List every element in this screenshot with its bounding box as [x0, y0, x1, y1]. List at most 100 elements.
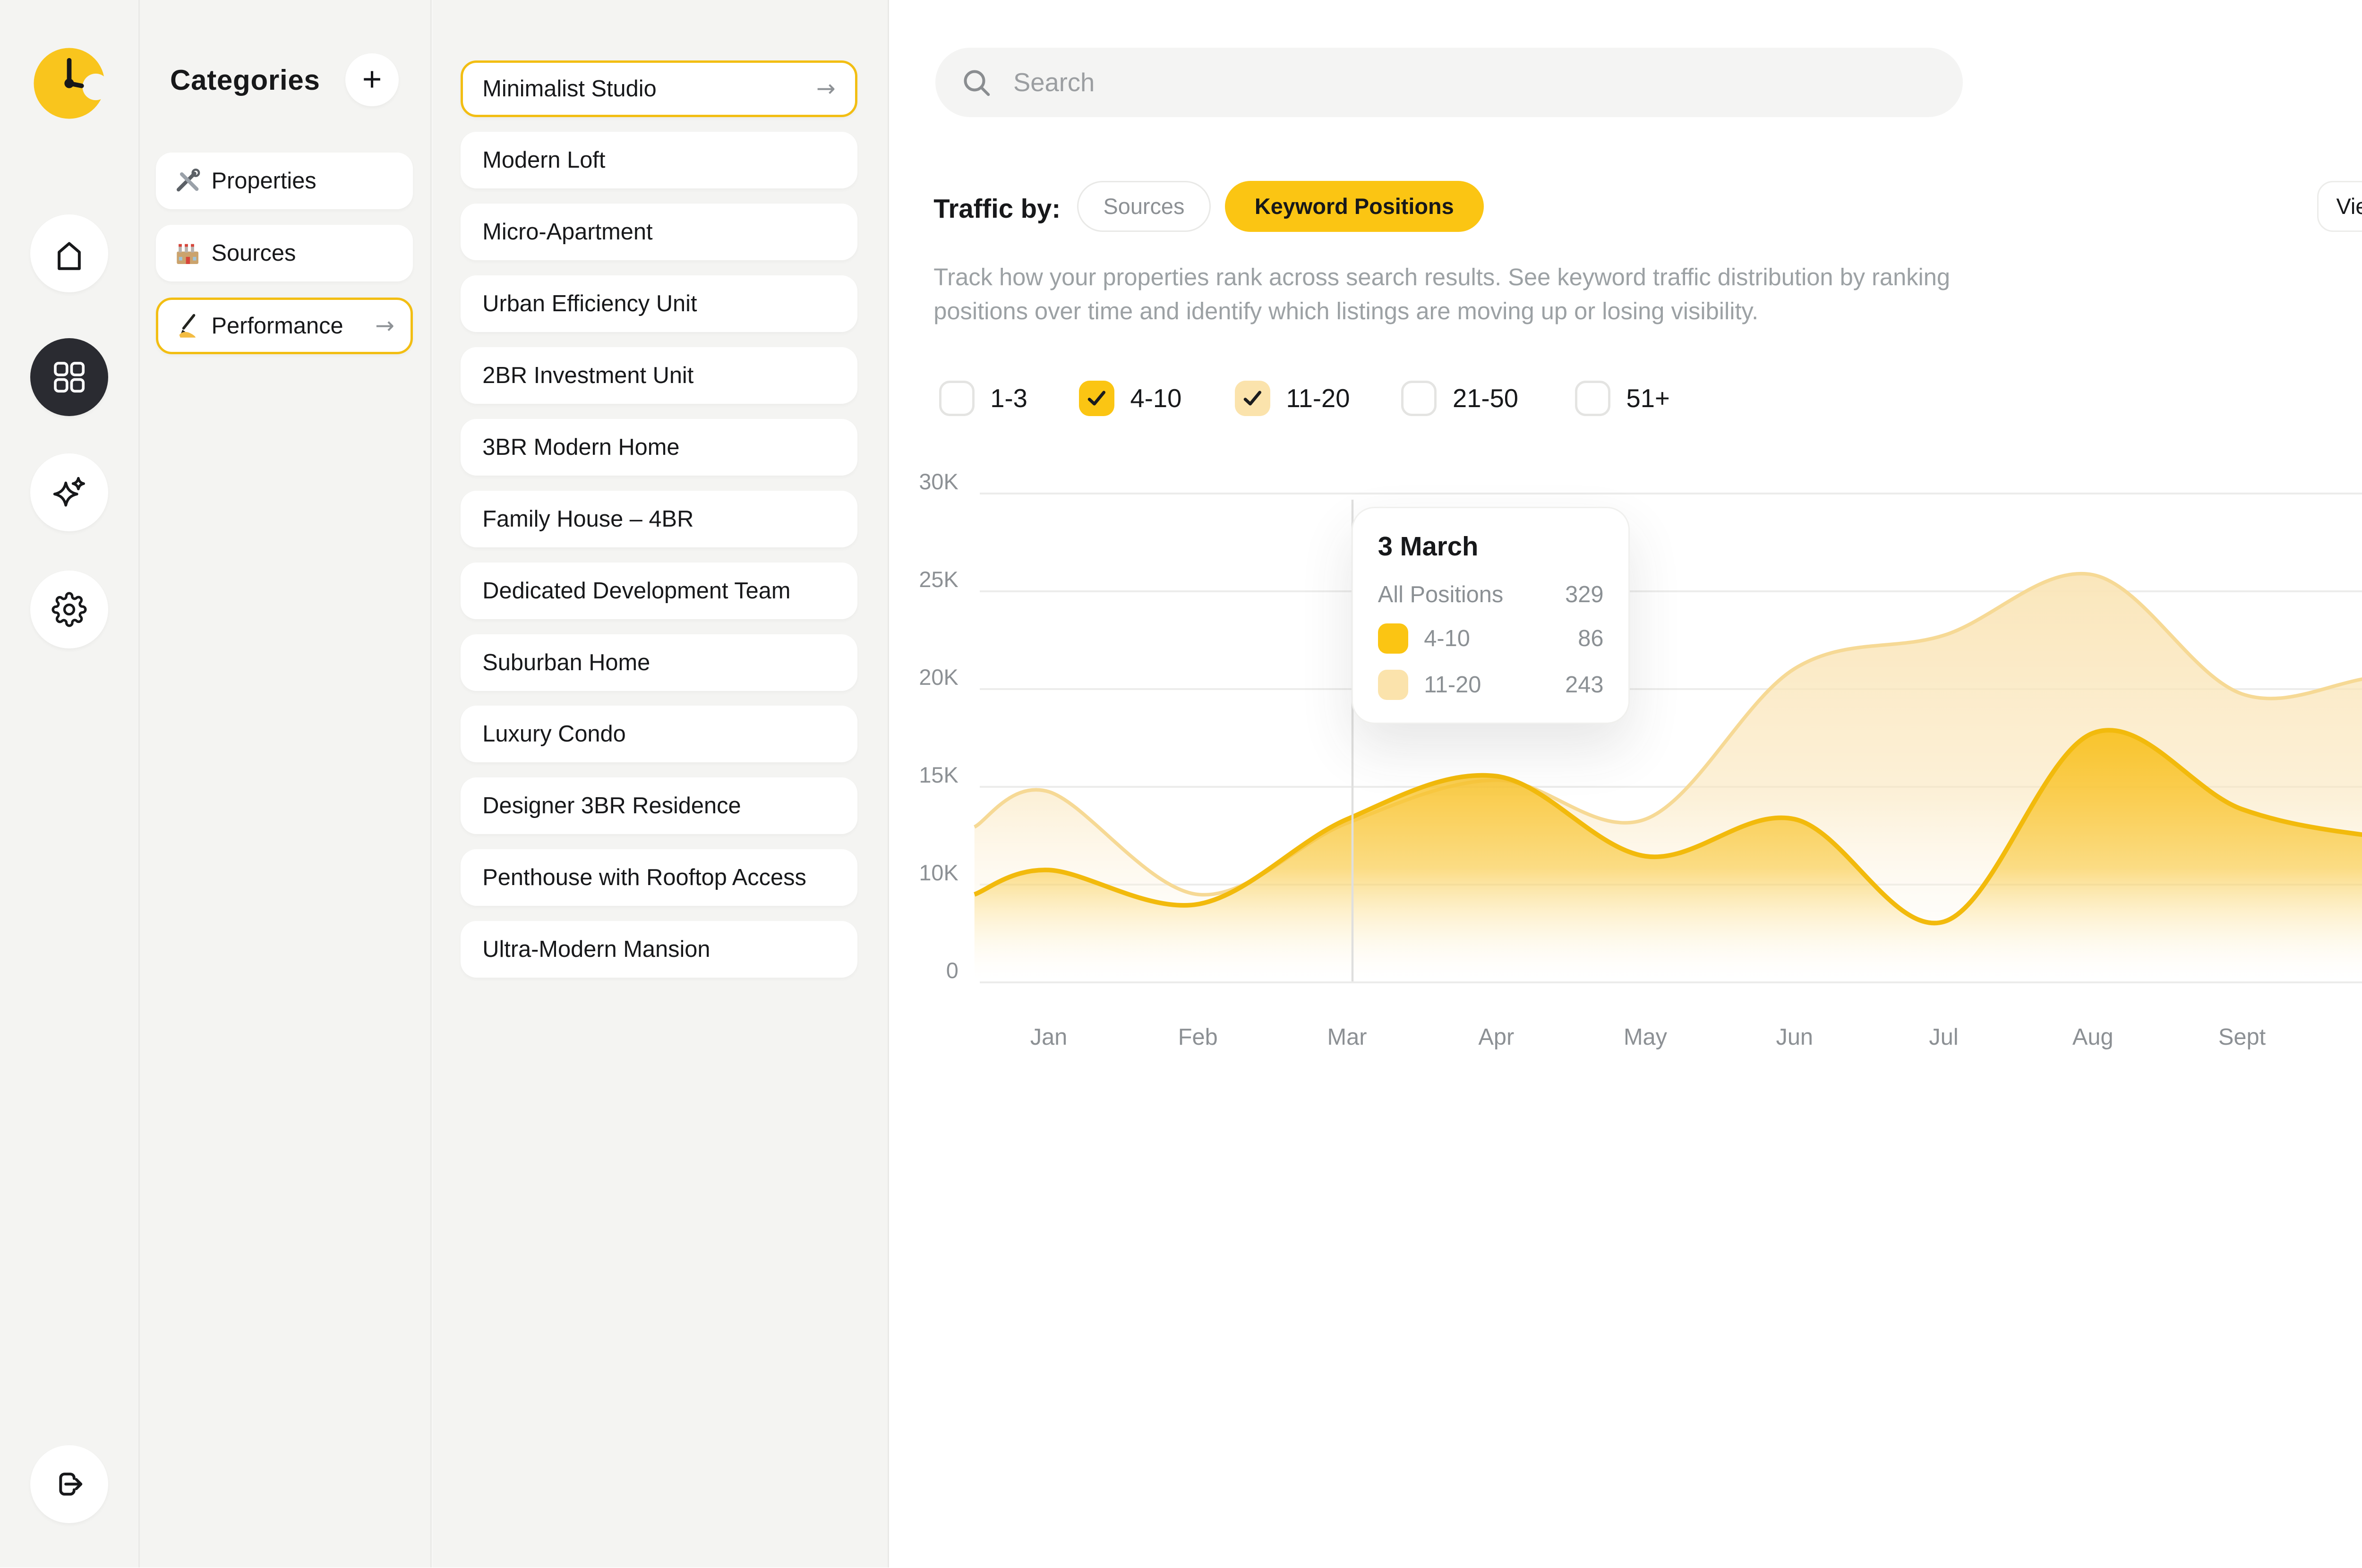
series-swatch	[1378, 669, 1408, 700]
listing-item[interactable]: Modern Loft	[461, 132, 857, 189]
listing-item[interactable]: Ultra-Modern Mansion	[461, 921, 857, 978]
listing-item[interactable]: Minimalist Studio →	[461, 60, 857, 117]
categories-title: Categories	[170, 64, 320, 96]
listing-item[interactable]: Dedicated Development Team	[461, 562, 857, 619]
description-line2: positions over time and identify which l…	[933, 297, 1759, 324]
traffic-pill-keyword-positions[interactable]: Keyword Positions	[1224, 180, 1484, 232]
listing-item[interactable]: Family House – 4BR	[461, 490, 857, 547]
position-filter-11-20[interactable]: 11-20	[1234, 381, 1350, 417]
filter-label: 51+	[1626, 384, 1670, 413]
listing-label: Family House – 4BR	[482, 506, 694, 532]
x-tick-label: Jul	[1929, 1024, 1959, 1050]
y-tick-label: 10K	[919, 860, 958, 885]
tools-icon	[174, 167, 212, 194]
listing-item[interactable]: Suburban Home	[461, 634, 857, 691]
position-filter-1-3[interactable]: 1-3	[939, 381, 1027, 417]
category-list: Properties Sources Performance →	[156, 152, 413, 370]
line-11-20	[973, 571, 2362, 896]
search-icon	[964, 70, 990, 96]
category-item-properties[interactable]: Properties	[156, 152, 413, 209]
position-filter-4-10[interactable]: 4-10	[1078, 381, 1182, 417]
nav-home-button[interactable]	[30, 214, 108, 292]
chart-tooltip: 3 March All Positions 329 4-10 86 11-20 243	[1352, 506, 1630, 724]
position-filter-51+[interactable]: 51+	[1575, 381, 1670, 417]
listing-label: Designer 3BR Residence	[482, 793, 741, 819]
listing-list: Minimalist Studio → Modern Loft Micro-Apart…	[461, 60, 857, 993]
tooltip-date: 3 March	[1378, 531, 1479, 562]
nav-insights-button[interactable]	[30, 453, 108, 531]
y-tick-label: 30K	[919, 469, 958, 494]
home-icon	[57, 242, 81, 270]
checkmark-icon	[1243, 391, 1261, 406]
filter-label: 21-50	[1453, 384, 1519, 413]
tooltip-rows: All Positions 329 4-10 86 11-20 243	[1378, 581, 1604, 700]
listing-item[interactable]: Penthouse with Rooftop Access	[461, 849, 857, 906]
clock-logo-icon	[34, 48, 109, 119]
category-item-sources[interactable]: Sources	[156, 225, 413, 282]
tooltip-row: 11-20 243	[1378, 669, 1604, 700]
filter-label: 11-20	[1286, 384, 1350, 413]
listing-item[interactable]: 3BR Modern Home	[461, 418, 857, 476]
gear-icon	[51, 591, 87, 627]
listing-label: Modern Loft	[482, 147, 606, 173]
nav-rail	[0, 0, 140, 1568]
logout-icon	[59, 1473, 83, 1496]
category-label: Properties	[211, 168, 317, 194]
listing-item[interactable]: Designer 3BR Residence	[461, 777, 857, 835]
category-item-performance[interactable]: Performance →	[156, 298, 413, 354]
tooltip-row-label: All Positions	[1378, 581, 1504, 607]
series-swatch	[1378, 623, 1408, 654]
view-as-label: View as	[2336, 194, 2362, 219]
listing-item[interactable]: 2BR Investment Unit	[461, 347, 857, 404]
x-tick-label: Apr	[1478, 1024, 1515, 1050]
x-tick-label: Mar	[1327, 1024, 1367, 1050]
checkmark-icon	[1087, 391, 1105, 406]
listing-item[interactable]: Urban Efficiency Unit	[461, 275, 857, 332]
tooltip-row-value: 86	[1578, 626, 1604, 652]
logout-button[interactable]	[30, 1445, 108, 1523]
y-tick-label: 20K	[919, 665, 958, 690]
arrow-right-icon: →	[375, 313, 394, 339]
listing-label: Luxury Condo	[482, 721, 626, 747]
sparkles-icon	[53, 477, 85, 507]
y-tick-label: 25K	[919, 567, 958, 592]
search-input[interactable]	[1010, 66, 1938, 99]
view-as-dropdown[interactable]: View as	[2317, 180, 2362, 232]
traffic-pill-sources[interactable]: Sources	[1077, 180, 1211, 232]
checkbox-1-3[interactable]	[939, 381, 975, 417]
listing-label: 2BR Investment Unit	[482, 363, 694, 388]
traffic-pills: Sources Keyword Positions	[1077, 180, 1484, 232]
tooltip-row-label: 4-10	[1424, 626, 1470, 652]
nav-settings-button[interactable]	[30, 570, 108, 648]
listing-label: Micro-Apartment	[482, 219, 653, 245]
tooltip-row: 4-10 86	[1378, 623, 1604, 654]
x-tick-label: Jan	[1030, 1024, 1068, 1050]
x-tick-label: Jun	[1776, 1024, 1814, 1050]
listing-item[interactable]: Luxury Condo	[461, 706, 857, 763]
category-label: Performance	[211, 313, 343, 339]
checkbox-51+[interactable]	[1575, 381, 1610, 417]
search-bar[interactable]	[935, 48, 1963, 117]
checkbox-4-10[interactable]	[1078, 381, 1114, 417]
x-tick-label: May	[1623, 1024, 1668, 1050]
y-tick-label: 15K	[919, 762, 958, 787]
x-tick-label: Feb	[1178, 1024, 1218, 1050]
add-category-button[interactable]: +	[345, 53, 399, 106]
filter-label: 1-3	[990, 384, 1027, 413]
position-filter-21-50[interactable]: 21-50	[1401, 381, 1519, 417]
tooltip-row-value: 243	[1565, 672, 1604, 698]
checkbox-11-20[interactable]	[1234, 381, 1270, 417]
listing-label: 3BR Modern Home	[482, 434, 680, 460]
app-logo clock-logo-icon[interactable]	[30, 44, 109, 122]
listing-item[interactable]: Micro-Apartment	[461, 204, 857, 261]
traffic-by-label: Traffic by:	[933, 193, 1061, 223]
nav-dashboard-button[interactable]	[30, 338, 108, 417]
tooltip-row-label: 11-20	[1424, 672, 1481, 698]
checkbox-21-50[interactable]	[1401, 381, 1437, 417]
x-tick-label: Sept	[2218, 1024, 2266, 1050]
listing-label: Suburban Home	[482, 649, 650, 675]
listing-label: Penthouse with Rooftop Access	[482, 865, 806, 891]
filter-label: 4-10	[1130, 384, 1182, 413]
